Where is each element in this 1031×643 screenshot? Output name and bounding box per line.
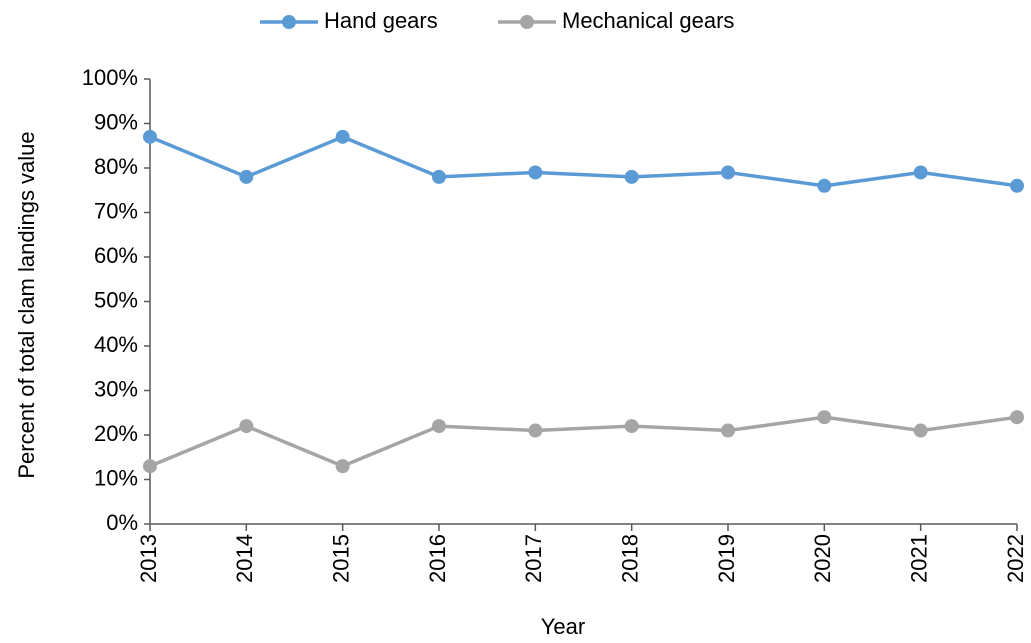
x-tick-label: 2022 bbox=[1003, 534, 1028, 583]
data-point bbox=[143, 459, 157, 474]
data-point bbox=[239, 169, 254, 184]
x-tick-label: 2020 bbox=[810, 534, 835, 583]
x-tick-label: 2016 bbox=[425, 534, 450, 583]
y-tick-label: 10% bbox=[94, 465, 138, 490]
data-point bbox=[913, 165, 928, 180]
y-tick-label: 90% bbox=[94, 109, 138, 134]
data-point bbox=[432, 169, 446, 184]
y-axis-title: Percent of total clam landings value bbox=[14, 131, 39, 478]
y-tick-label: 40% bbox=[94, 332, 138, 357]
y-tick-label: 80% bbox=[94, 154, 138, 179]
data-point bbox=[721, 165, 735, 180]
data-point bbox=[239, 419, 254, 434]
data-point bbox=[624, 419, 639, 434]
data-point bbox=[817, 410, 832, 425]
x-tick-label: 2018 bbox=[617, 534, 642, 583]
legend-marker bbox=[520, 15, 534, 29]
series-line bbox=[149, 134, 1018, 188]
data-point bbox=[432, 419, 446, 434]
series-line bbox=[149, 415, 1018, 469]
y-tick-label: 60% bbox=[94, 243, 138, 268]
data-point bbox=[1010, 410, 1024, 425]
y-tick-label: 50% bbox=[94, 287, 138, 312]
data-point bbox=[528, 165, 543, 180]
x-axis-title: Year bbox=[541, 614, 585, 639]
data-point bbox=[335, 129, 350, 144]
data-point bbox=[817, 178, 832, 193]
data-point bbox=[721, 423, 735, 438]
data-point bbox=[1010, 178, 1024, 193]
y-tick-label: 70% bbox=[94, 198, 138, 223]
legend-label: Mechanical gears bbox=[562, 8, 734, 33]
x-tick-label: 2017 bbox=[521, 534, 546, 583]
x-tick-label: 2013 bbox=[136, 534, 161, 583]
y-tick-label: 100% bbox=[82, 65, 138, 90]
data-point bbox=[335, 459, 350, 474]
legend-marker bbox=[282, 15, 296, 29]
y-tick-label: 30% bbox=[94, 376, 138, 401]
data-point bbox=[143, 129, 157, 144]
data-point bbox=[624, 169, 639, 184]
x-tick-label: 2014 bbox=[232, 534, 257, 583]
x-tick-label: 2015 bbox=[328, 534, 353, 583]
y-tick-label: 20% bbox=[94, 421, 138, 446]
x-tick-label: 2019 bbox=[714, 534, 739, 583]
x-tick-label: 2021 bbox=[906, 534, 931, 583]
data-point bbox=[528, 423, 543, 438]
legend-label: Hand gears bbox=[324, 8, 438, 33]
data-point bbox=[913, 423, 928, 438]
y-tick-label: 0% bbox=[106, 510, 138, 535]
